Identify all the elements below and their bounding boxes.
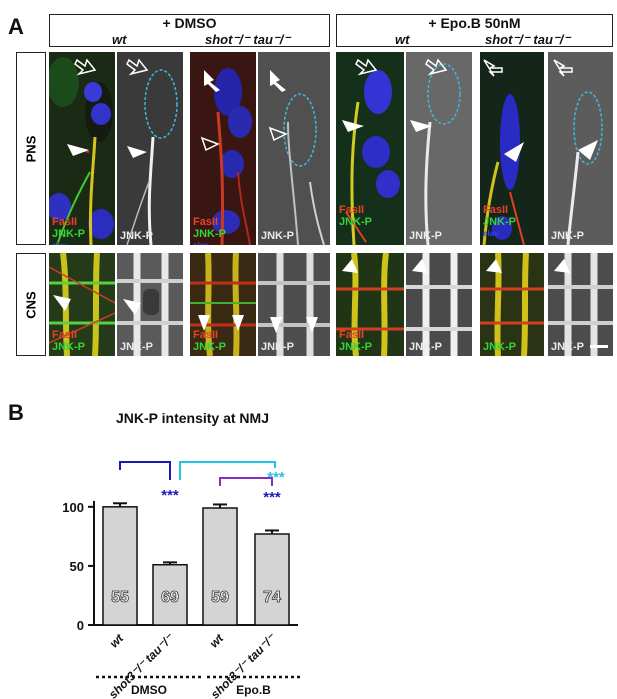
pns-dmso-wt-gray-image	[117, 52, 183, 245]
row-label-cns: CNS	[16, 253, 46, 356]
row-label-pns-text: PNS	[23, 135, 39, 162]
significance-label: ***	[161, 487, 179, 504]
n-label: 55	[111, 589, 129, 606]
cns-dmso-wt-merge-image	[49, 253, 115, 356]
sig-bracket-blue	[119, 461, 171, 480]
bar	[102, 506, 138, 626]
chart-title: JNK-P intensity at NMJ	[116, 410, 269, 426]
cns-merge-label-fas: FasII	[52, 329, 78, 341]
n-label: 59	[211, 589, 229, 606]
header-dmso-wt: wt	[112, 32, 127, 47]
pns-gray-label: JNK-P	[120, 230, 154, 242]
bar	[152, 563, 188, 626]
cns-epob-wt-merge-image	[336, 253, 404, 356]
cns-epob-mut-gray-image	[548, 253, 613, 356]
pns-epob-mut-merge-image	[480, 52, 544, 245]
pns-merge-label-elav: elav	[193, 240, 209, 245]
pns-merge-label-jnk: JNK-P	[483, 216, 517, 228]
header-dmso-title: + DMSO	[162, 15, 217, 31]
y-tick-label: 50	[70, 559, 84, 574]
group-label: DMSO	[131, 683, 167, 697]
cns-dmso-mut-merge-image	[190, 253, 256, 356]
pns-merge-label-fas: FasII	[483, 204, 509, 216]
pns-dmso-mut-merge-image	[190, 52, 256, 245]
cns-merge-label-fas: FasII	[339, 329, 365, 341]
pns-dmso-mut-merge: FasII JNK-P elav	[190, 52, 256, 245]
y-tick-label: 0	[77, 618, 84, 633]
pns-merge-label-elav: elav	[52, 240, 68, 245]
header-epob: + Epo.B 50nM wt shot⁻/⁻ tau⁻/⁻	[336, 14, 613, 47]
bar	[202, 507, 238, 626]
pns-epob-wt-merge: FasII JNK-P	[336, 52, 404, 245]
cns-epob-mut-merge-image	[480, 253, 544, 356]
cns-gray-label: JNK-P	[551, 341, 585, 353]
cns-epob-wt-gray: JNK-P	[406, 253, 472, 356]
pns-merge-label-jnk: JNK-P	[339, 216, 373, 228]
header-dmso: + DMSO wt shot⁻/⁻ tau⁻/⁻	[49, 14, 330, 47]
significance-label: ***	[263, 489, 281, 506]
pns-gray-label: JNK-P	[409, 230, 443, 242]
pns-merge-label-jnk: JNK-P	[193, 228, 227, 240]
cns-dmso-mut-gray: JNK-P	[258, 253, 330, 356]
cns-epob-wt-gray-image	[406, 253, 472, 356]
pns-dmso-wt-merge: FasII JNK-P elav	[49, 52, 115, 245]
pns-merge-label-fas: FasII	[193, 216, 219, 228]
sig-bracket-cyan	[179, 461, 276, 480]
pns-epob-wt-gray-image	[406, 52, 472, 245]
pns-gray-label: JNK-P	[261, 230, 295, 242]
cns-epob-wt-merge: FasII JNK-P	[336, 253, 404, 356]
cns-dmso-wt-gray-image	[117, 253, 183, 356]
pns-epob-mut-merge: FasII JNK-P elav	[480, 52, 544, 245]
cns-merge-label-fas: FasII	[193, 329, 219, 341]
header-dmso-mutant: shot⁻/⁻ tau⁻/⁻	[205, 32, 291, 47]
cns-merge-label-jnk: JNK-P	[52, 341, 86, 353]
cns-gray-label: JNK-P	[261, 341, 295, 353]
pns-epob-mut-gray-image	[548, 52, 613, 245]
cns-dmso-mut-merge: FasII JNK-P	[190, 253, 256, 356]
header-epob-mutant: shot⁻/⁻ tau⁻/⁻	[485, 32, 571, 47]
pns-dmso-wt-gray: JNK-P	[117, 52, 183, 245]
scale-bar	[590, 345, 608, 348]
pns-epob-wt-merge-image	[336, 52, 404, 245]
cns-gray-label: JNK-P	[409, 341, 443, 353]
pns-epob-wt-gray: JNK-P	[406, 52, 472, 245]
cns-epob-mut-gray: JNK-P	[548, 253, 613, 356]
sig-bracket-purple	[219, 477, 273, 486]
cns-merge-label-jnk: JNK-P	[193, 341, 227, 353]
pns-dmso-wt-merge-image	[49, 52, 115, 245]
cns-epob-mut-merge: JNK-P	[480, 253, 544, 356]
bar	[254, 533, 290, 626]
cns-merge-label-jnk: JNK-P	[339, 341, 373, 353]
category-label: wt	[107, 631, 127, 651]
cns-dmso-mut-gray-image	[258, 253, 330, 356]
n-label: 69	[161, 589, 179, 606]
pns-merge-label-fas: FasII	[339, 204, 365, 216]
pns-merge-label-jnk: JNK-P	[52, 228, 86, 240]
y-tick-label: 100	[62, 500, 84, 515]
pns-gray-label: JNK-P	[551, 230, 585, 242]
pns-dmso-mut-gray-image	[258, 52, 330, 245]
cns-merge-label-jnk: JNK-P	[483, 341, 517, 353]
pns-merge-label-elav: elav	[483, 229, 499, 238]
header-epob-title: + Epo.B 50nM	[428, 15, 521, 31]
pns-epob-mut-gray: JNK-P	[548, 52, 613, 245]
pns-merge-label-fas: FasII	[52, 216, 78, 228]
row-label-pns: PNS	[16, 52, 46, 245]
row-label-cns-text: CNS	[23, 290, 39, 319]
n-label: 74	[263, 589, 281, 606]
cns-dmso-wt-merge: FasII JNK-P	[49, 253, 115, 356]
pns-dmso-mut-gray: JNK-P	[258, 52, 330, 245]
category-label: wt	[207, 631, 227, 651]
header-epob-wt: wt	[395, 32, 410, 47]
cns-gray-label: JNK-P	[120, 341, 154, 353]
cns-dmso-wt-gray: JNK-P	[117, 253, 183, 356]
panel-a-letter: A	[8, 14, 24, 39]
group-label: Epo.B	[236, 683, 271, 697]
panel-b-letter: B	[8, 400, 24, 425]
